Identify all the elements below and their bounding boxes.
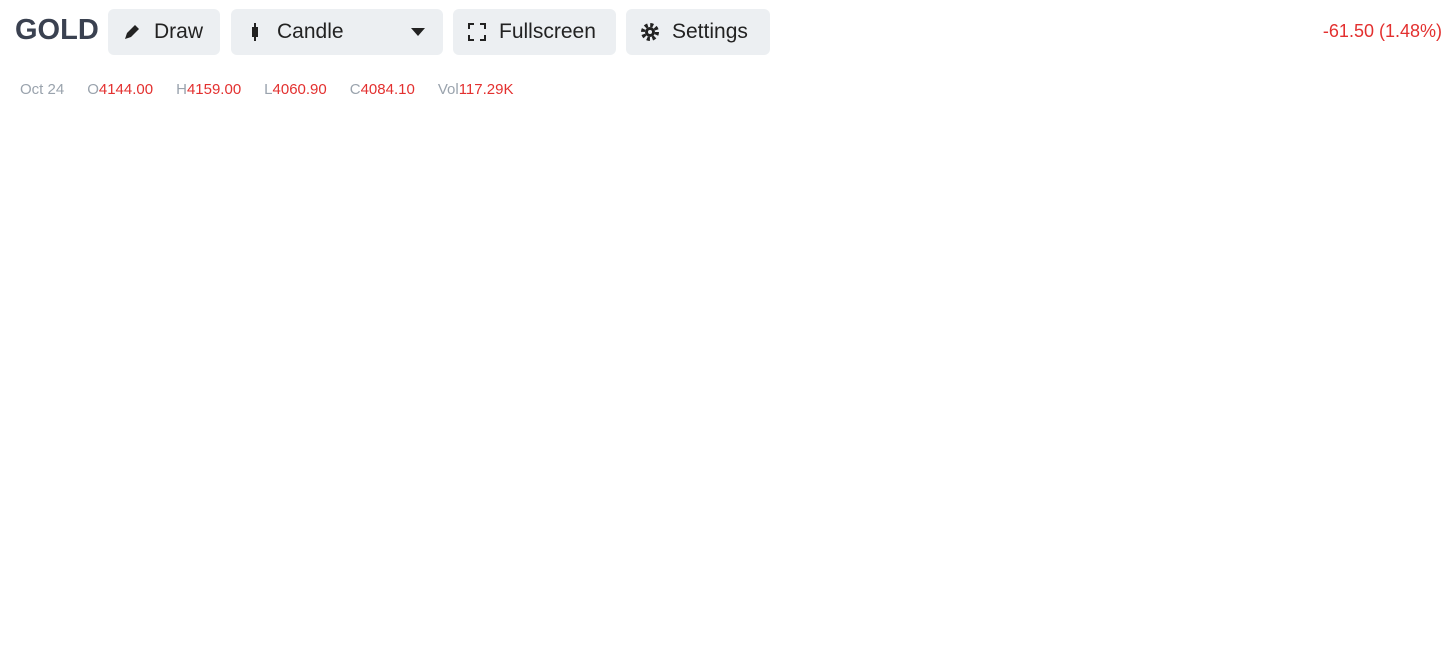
info-key: L [264,81,273,98]
info-key: H [176,81,187,98]
settings-label: Settings [672,20,748,43]
draw-button[interactable]: 3200340036003800400042004400200k400k600k… [108,9,220,55]
candle-icon [252,23,258,41]
info-value: 4144.00 [98,81,154,98]
info-key: Vol [437,81,459,98]
pen-icon: 3200340036003800400042004400200k400k600k… [125,25,139,39]
chart-type-select[interactable]: Candle [231,9,443,55]
ohlc-info: Oct 24 O 4144.00 H 4159.00 L 4060.90 C 4084.… [20,81,513,98]
symbol: GOLD [15,14,99,46]
info-value: 4159.00 [186,81,242,98]
fullscreen-button[interactable]: Fullscreen [453,9,616,55]
info-value: 4060.90 [272,81,327,98]
info-date: Oct 24 [20,81,65,98]
settings-button[interactable]: Settings [626,9,770,55]
dropdown-arrow [411,28,425,36]
chart-type-label: Candle [277,20,344,43]
info-key: O [87,81,99,98]
draw-label: Draw [154,20,204,43]
fullscreen-icon [468,23,486,41]
info-value: 117.29K [458,81,514,98]
info-value: 4084.10 [360,81,415,98]
gear-icon [641,23,659,41]
info-key: C [349,81,361,98]
price-change: -61.50 (1.48%) [1322,21,1442,41]
fullscreen-label: Fullscreen [499,20,596,43]
